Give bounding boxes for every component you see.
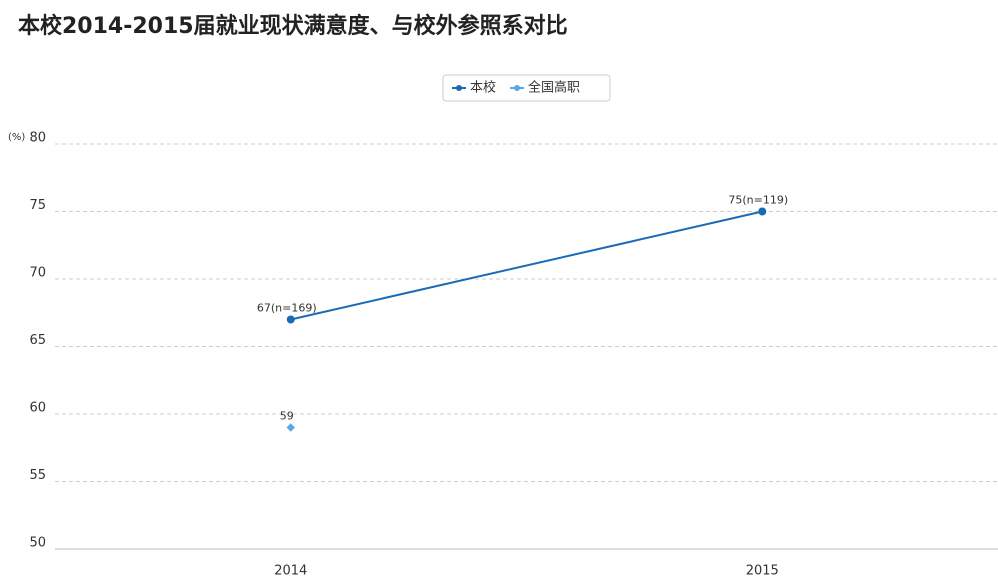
legend-label: 全国高职 [528, 80, 580, 96]
data-label: 75(n=119) [728, 194, 788, 207]
point [758, 207, 767, 216]
legend-marker [514, 85, 521, 91]
series-line [290, 210, 763, 321]
chart-title: 本校2014-2015届就业现状满意度、与校外参照系对比 [18, 13, 568, 39]
data-label: 59 [280, 410, 294, 423]
legend-label: 本校 [470, 80, 496, 96]
y-tick-label: 55 [29, 468, 46, 483]
y-tick-label: 80 [29, 131, 46, 146]
point [286, 315, 295, 324]
y-tick-label: 50 [29, 536, 46, 551]
data-label: 67(n=169) [257, 302, 317, 315]
y-tick-label: 60 [29, 401, 46, 416]
point [286, 423, 295, 432]
legend-marker [456, 85, 462, 91]
legend-box [442, 74, 611, 102]
x-tick-label: 2014 [274, 564, 307, 579]
y-unit: (%) [8, 132, 25, 143]
y-tick-label: 75 [29, 198, 46, 213]
y-tick-label: 70 [29, 266, 46, 281]
y-tick-label: 65 [29, 333, 46, 348]
x-tick-label: 2015 [746, 564, 779, 579]
